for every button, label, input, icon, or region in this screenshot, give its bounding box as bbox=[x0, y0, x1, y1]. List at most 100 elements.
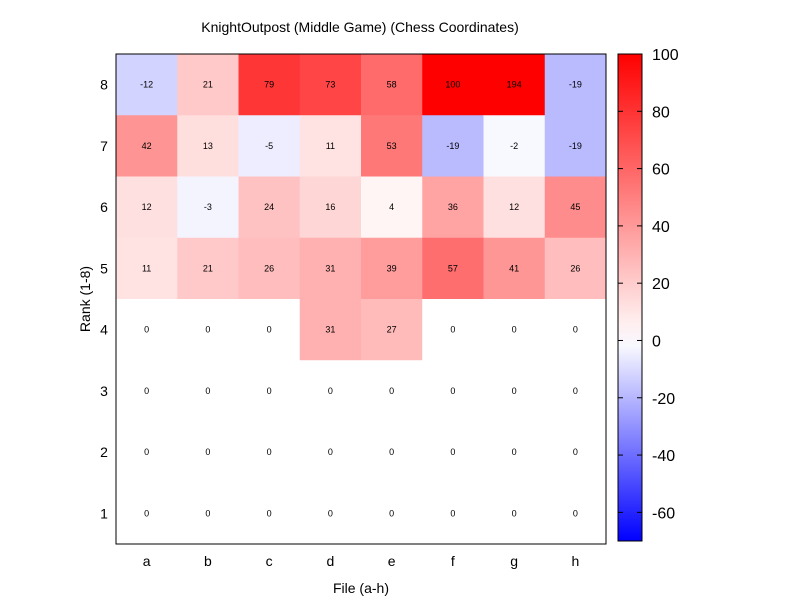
heatmap-cell-g7 bbox=[483, 115, 546, 177]
cell-value-b8: 21 bbox=[203, 80, 213, 90]
cell-value-b6: -3 bbox=[204, 202, 212, 212]
x-tick-f: f bbox=[451, 553, 455, 569]
colorbar-tick-label: 40 bbox=[652, 219, 670, 236]
cell-value-e1: 0 bbox=[389, 508, 394, 518]
heatmap-cell-b5 bbox=[177, 237, 239, 300]
heatmap-cell-e1 bbox=[361, 482, 423, 545]
cell-value-e4: 27 bbox=[387, 325, 397, 335]
x-tick-c: c bbox=[266, 553, 273, 569]
heatmap-cell-b7 bbox=[177, 115, 239, 177]
y-tick-3: 3 bbox=[100, 383, 108, 399]
cell-value-c7: -5 bbox=[265, 141, 273, 151]
heatmap-cell-e2 bbox=[361, 421, 423, 484]
cell-value-e5: 39 bbox=[387, 263, 397, 273]
cell-value-b3: 0 bbox=[205, 386, 210, 396]
y-axis-label: Rank (1-8) bbox=[77, 266, 93, 332]
colorbar-tick-label: 60 bbox=[652, 162, 670, 179]
colorbar-tick-label: 20 bbox=[652, 276, 670, 293]
cell-value-f4: 0 bbox=[450, 325, 455, 335]
cell-value-g8: 194 bbox=[507, 80, 522, 90]
y-tick-5: 5 bbox=[100, 260, 108, 276]
heatmap-cell-h8 bbox=[544, 54, 607, 116]
colorbar-tick-label: 100 bbox=[652, 47, 679, 64]
cell-value-d7: 11 bbox=[326, 141, 335, 151]
heatmap-cell-f3 bbox=[422, 360, 484, 422]
cell-value-d8: 73 bbox=[325, 80, 335, 90]
colorbar-tick-label: -40 bbox=[652, 448, 675, 465]
y-tick-7: 7 bbox=[100, 138, 108, 154]
heatmap-cell-d7 bbox=[299, 115, 362, 177]
heatmap-cell-f4 bbox=[422, 299, 484, 361]
heatmap-cell-g6 bbox=[483, 176, 546, 239]
cell-value-g3: 0 bbox=[512, 386, 517, 396]
heatmap-cell-a8 bbox=[116, 54, 178, 116]
heatmap-cell-g8 bbox=[483, 54, 546, 116]
heatmap-cell-c5 bbox=[238, 237, 301, 300]
heatmap-cell-d6 bbox=[299, 176, 362, 239]
cell-value-c6: 24 bbox=[264, 202, 274, 212]
heatmap-cell-f1 bbox=[422, 482, 484, 545]
x-axis-label: File (a-h) bbox=[333, 580, 389, 596]
y-tick-2: 2 bbox=[100, 444, 108, 460]
heatmap-cell-h6 bbox=[544, 176, 607, 239]
colorbar-tick-label: -20 bbox=[652, 391, 675, 408]
cell-value-a4: 0 bbox=[144, 325, 149, 335]
cell-value-a6: 12 bbox=[142, 202, 152, 212]
heatmap-cell-g5 bbox=[483, 237, 546, 300]
heatmap-cell-g4 bbox=[483, 299, 546, 361]
cell-value-e2: 0 bbox=[389, 447, 394, 457]
heatmap-cell-h3 bbox=[544, 360, 607, 422]
x-tick-labels: a b c d e f g h bbox=[143, 553, 580, 569]
heatmap-cell-b6 bbox=[177, 176, 239, 239]
heatmap-cell-g2 bbox=[483, 421, 546, 484]
cell-value-c3: 0 bbox=[267, 386, 272, 396]
cell-value-c5: 26 bbox=[264, 263, 274, 273]
cell-value-c4: 0 bbox=[267, 325, 272, 335]
cell-value-b2: 0 bbox=[205, 447, 210, 457]
heatmap-cell-h4 bbox=[544, 299, 607, 361]
cell-value-h1: 0 bbox=[573, 508, 578, 518]
heatmap-cell-c4 bbox=[238, 299, 301, 361]
heatmap-cell-g3 bbox=[483, 360, 546, 422]
cell-value-g6: 12 bbox=[509, 202, 519, 212]
cell-value-c2: 0 bbox=[267, 447, 272, 457]
heatmap-cell-g1 bbox=[483, 482, 546, 545]
heatmap-cell-c6 bbox=[238, 176, 301, 239]
heatmap-cell-d1 bbox=[299, 482, 362, 545]
cell-value-d4: 31 bbox=[325, 325, 335, 335]
cell-value-f1: 0 bbox=[450, 508, 455, 518]
heatmap-cell-d5 bbox=[299, 237, 362, 300]
cell-value-d3: 0 bbox=[328, 386, 333, 396]
heatmap-cell-e8 bbox=[361, 54, 423, 116]
cell-value-f8: 100 bbox=[445, 80, 460, 90]
heatmap-cell-a4 bbox=[116, 299, 178, 361]
heatmap-cell-c3 bbox=[238, 360, 301, 422]
cell-value-a1: 0 bbox=[144, 508, 149, 518]
heatmap-cell-f6 bbox=[422, 176, 484, 239]
heatmap-cell-e6 bbox=[361, 176, 423, 239]
y-tick-8: 8 bbox=[100, 77, 108, 93]
cell-value-f5: 57 bbox=[448, 263, 458, 273]
cell-value-e3: 0 bbox=[389, 386, 394, 396]
x-tick-b: b bbox=[204, 553, 212, 569]
heatmap-cell-b2 bbox=[177, 421, 239, 484]
cell-value-h8: -19 bbox=[569, 80, 582, 90]
cell-value-d5: 31 bbox=[325, 263, 335, 273]
cell-value-b1: 0 bbox=[205, 508, 210, 518]
cell-value-a3: 0 bbox=[144, 386, 149, 396]
heatmap-cell-d4 bbox=[299, 299, 362, 361]
y-tick-4: 4 bbox=[100, 322, 108, 338]
heatmap-cell-f7 bbox=[422, 115, 484, 177]
heatmap-cell-b1 bbox=[177, 482, 239, 545]
colorbar-tick-label: 80 bbox=[652, 104, 670, 121]
heatmap-cell-a3 bbox=[116, 360, 178, 422]
heatmap-cell-f2 bbox=[422, 421, 484, 484]
heatmap-cell-b8 bbox=[177, 54, 239, 116]
cell-value-f6: 36 bbox=[448, 202, 458, 212]
cell-value-h5: 26 bbox=[570, 263, 580, 273]
heatmap-cell-e7 bbox=[361, 115, 423, 177]
cell-value-g7: -2 bbox=[510, 141, 518, 151]
cell-value-f3: 0 bbox=[450, 386, 455, 396]
cell-value-a5: 11 bbox=[142, 263, 151, 273]
heatmap-cell-c1 bbox=[238, 482, 301, 545]
